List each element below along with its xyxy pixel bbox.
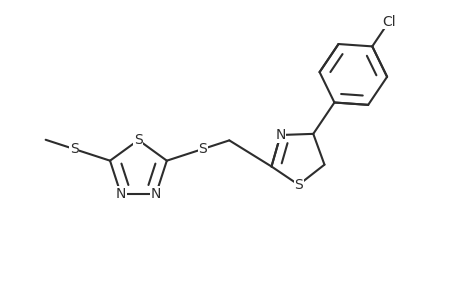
Text: Cl: Cl — [381, 15, 395, 28]
Text: S: S — [294, 178, 302, 192]
Text: S: S — [69, 142, 78, 156]
Text: S: S — [198, 142, 207, 156]
Text: S: S — [134, 133, 142, 147]
Text: N: N — [115, 187, 126, 201]
Text: N: N — [275, 128, 285, 142]
Text: N: N — [151, 187, 161, 201]
